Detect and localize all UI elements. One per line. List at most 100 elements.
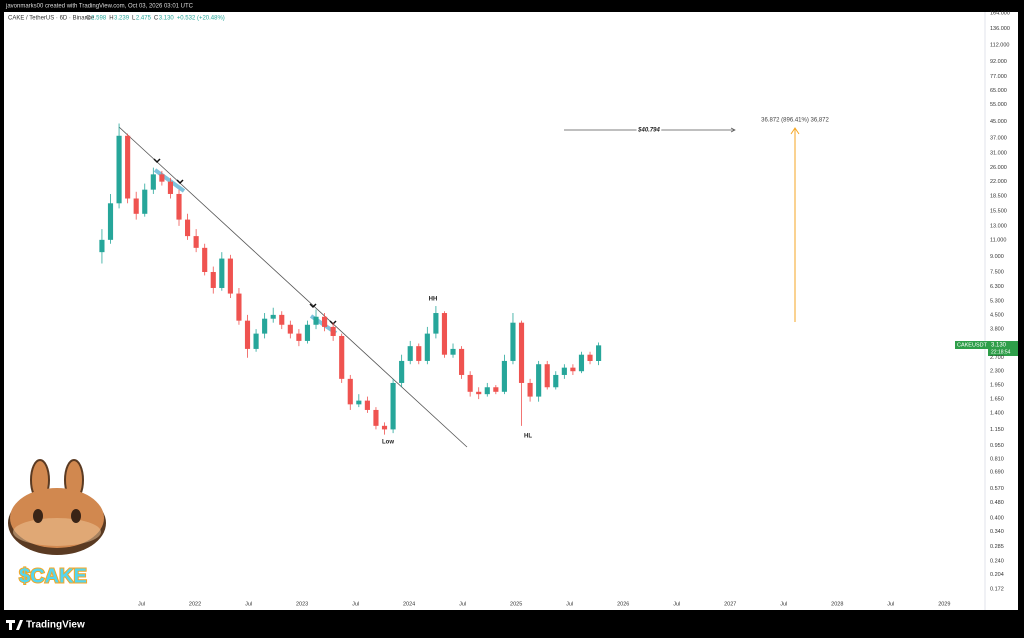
candle-body: [364, 400, 370, 410]
legend-value: 2.475: [136, 16, 152, 22]
candle-body: [296, 333, 302, 341]
candle-body: [433, 313, 439, 334]
y-tick-label: 164.000: [990, 10, 1010, 16]
symbol-label: CAKEUSDT: [957, 342, 988, 348]
candle-body: [561, 367, 567, 375]
y-tick-label: 1.650: [990, 397, 1004, 403]
candle-body: [476, 391, 482, 395]
y-tick-label: 0.810: [990, 456, 1004, 462]
candles: [99, 123, 602, 435]
candle-body: [484, 387, 490, 395]
candle-body: [244, 320, 251, 349]
candle-body: [185, 219, 191, 237]
x-tick-label: Jul: [459, 601, 466, 607]
y-tick-label: 0.690: [990, 470, 1004, 476]
y-tick-label: 112.000: [990, 42, 1009, 48]
candle-body: [381, 425, 388, 430]
candle-body: [270, 314, 276, 319]
cake-logo: $CAKE: [8, 459, 106, 588]
legend-value: 3.239: [114, 16, 130, 22]
candle-body: [279, 314, 285, 325]
highlight: [153, 168, 186, 193]
x-tick-label: 2027: [724, 601, 736, 607]
x-tick-label: Jul: [780, 601, 787, 607]
y-tick-label: 1.150: [990, 427, 1004, 433]
candle-body: [167, 181, 174, 194]
y-tick-label: 55.000: [990, 102, 1007, 108]
y-tick-label: 7.500: [990, 269, 1004, 275]
y-tick-label: 5.300: [990, 299, 1004, 305]
candle-body: [116, 135, 122, 204]
legend-value: O: [86, 16, 91, 22]
candle-body: [416, 346, 422, 361]
candle-body: [407, 346, 413, 361]
eye: [33, 509, 43, 523]
x-tick-label: Jul: [566, 601, 573, 607]
x-tick-label: 2025: [510, 601, 522, 607]
legend-value: 3.130: [159, 16, 175, 22]
x-tick-label: Jul: [352, 601, 359, 607]
eye: [71, 509, 81, 523]
arrow-head: [730, 127, 736, 133]
y-tick-label: 31.000: [990, 150, 1007, 156]
x-tick-label: 2029: [938, 601, 950, 607]
candle-body: [459, 348, 465, 375]
legend: CAKE / TetherUS · 6D · Binance O 2.598 H 3.…: [8, 16, 225, 22]
y-tick-label: 1.400: [990, 410, 1004, 416]
candle-body: [330, 326, 336, 336]
y-tick-label: 0.240: [990, 558, 1004, 564]
candle-body: [193, 236, 199, 248]
y-tick-label: 0.570: [990, 486, 1004, 492]
y-tick-label: 15.500: [990, 209, 1007, 215]
candle-body: [347, 378, 353, 405]
y-tick-label: 0.172: [990, 586, 1004, 592]
chevron: [309, 303, 317, 309]
y-tick-label: 1.950: [990, 383, 1004, 389]
price-tag: [988, 341, 1018, 356]
candle-body: [390, 382, 396, 430]
candle-body: [399, 360, 405, 383]
y-tick-label: 65.000: [990, 88, 1007, 94]
y-tick-label: 2.700: [990, 355, 1004, 361]
y-tick-label: 92.000: [990, 59, 1007, 65]
legend-title: CAKE / TetherUS · 6D · Binance: [8, 16, 95, 22]
candle-body: [159, 174, 165, 182]
y-tick-label: 6.300: [990, 284, 1004, 290]
candle-body: [313, 316, 319, 325]
candle-body: [450, 348, 456, 355]
y-tick-label: 0.950: [990, 443, 1004, 449]
x-tick-label: Jul: [673, 601, 680, 607]
legend-value: +0.532 (+20.48%): [177, 16, 225, 22]
candle-body: [262, 318, 268, 334]
candle-body: [150, 174, 156, 190]
candle-body: [501, 360, 507, 392]
x-tick-label: Jul: [138, 601, 145, 607]
candle-body: [133, 198, 139, 214]
legend-value: L: [132, 16, 136, 22]
y-tick-label: 0.400: [990, 516, 1004, 522]
candle-body: [493, 387, 499, 392]
candle-body: [510, 322, 516, 361]
legend-value: 2.598: [91, 16, 107, 22]
annotation: Low: [382, 440, 394, 446]
y-tick-label: 37.000: [990, 135, 1007, 141]
candle-body: [373, 409, 379, 426]
candle-body: [596, 345, 602, 361]
candle-body: [544, 364, 550, 388]
annotation: HH: [429, 297, 438, 303]
y-tick-label: 9.000: [990, 254, 1004, 260]
x-tick-label: 2022: [189, 601, 201, 607]
y-tick-label: 0.480: [990, 500, 1004, 506]
legend-value: C: [154, 16, 159, 22]
y-tick-label: 26.000: [990, 165, 1007, 171]
header: javonmarks00 created with TradingView.co…: [5, 4, 194, 10]
x-tick-label: 2026: [617, 601, 629, 607]
candle-body: [107, 203, 114, 240]
y-tick-label: 45.000: [990, 119, 1007, 125]
candle-body: [578, 354, 585, 372]
candle-body: [236, 293, 242, 321]
candle-body: [587, 354, 593, 361]
candle-body: [339, 335, 345, 379]
annotation: $40.794: [637, 128, 660, 134]
candle-body: [125, 135, 131, 199]
